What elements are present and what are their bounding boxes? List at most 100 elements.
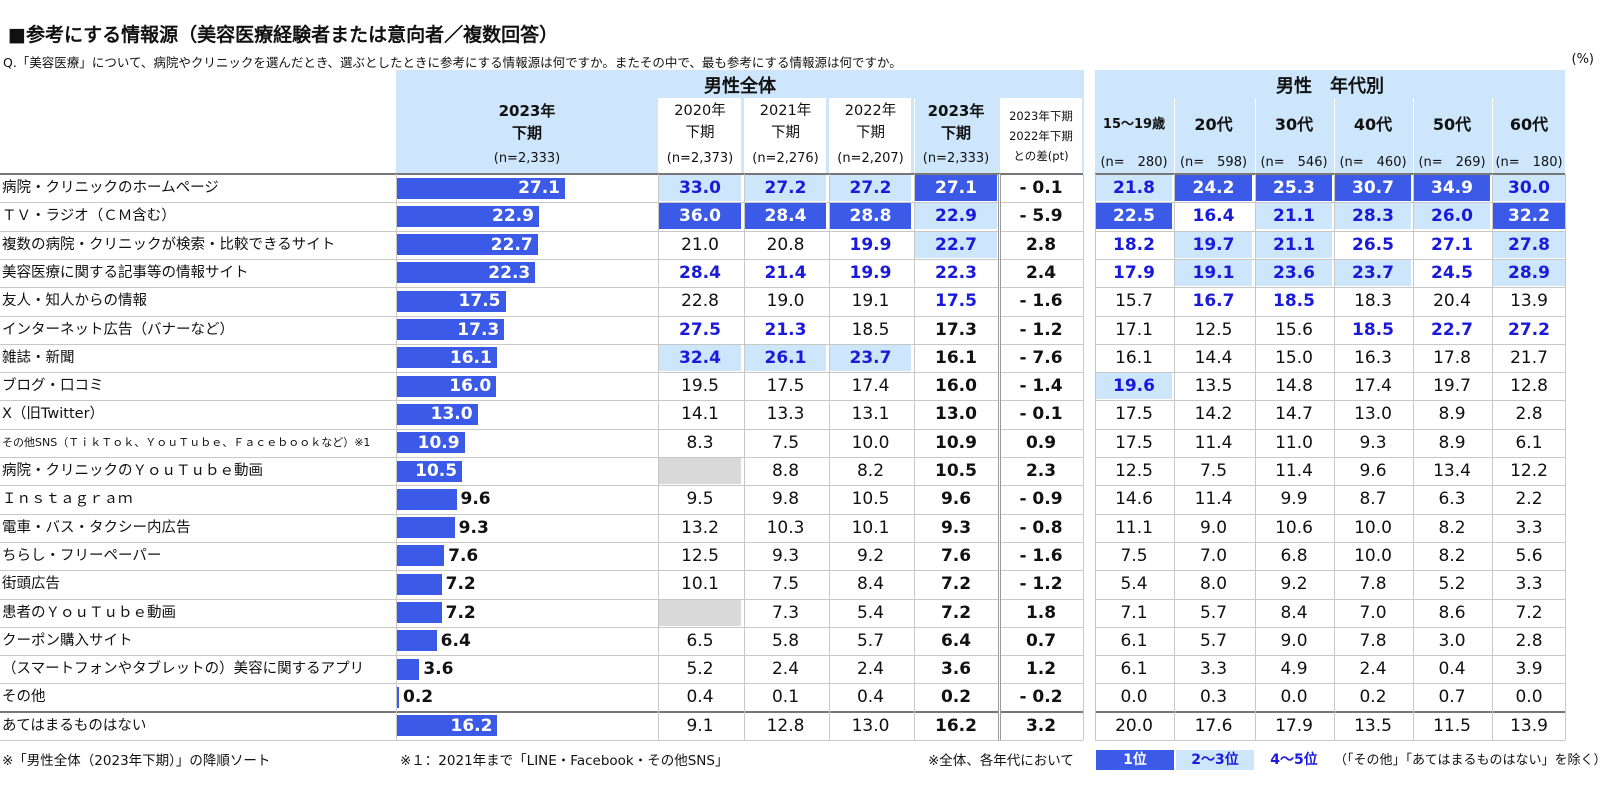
period-value-cell: 10.9 [935, 432, 977, 453]
period-header-line2: 下期 [856, 125, 885, 141]
age-value-cell: 10.0 [1354, 545, 1392, 566]
age-value-cell: 28.3 [1335, 203, 1411, 230]
age-value-cell: 16.1 [1115, 347, 1153, 368]
period-value-cell: 10.1 [851, 517, 890, 538]
diff-header-line1: 2023年下期 [1009, 109, 1073, 123]
bar [397, 262, 536, 284]
period-value-cell: 21.4 [764, 262, 807, 283]
age-value-cell: 13.5 [1194, 376, 1233, 397]
survey-question: Q.「美容医療」について、病院やクリニックを選んだとき、選ぶとしたときに参考にす… [3, 55, 902, 70]
row-divider [1095, 711, 1565, 713]
row-divider [1095, 740, 1565, 741]
row-divider [1095, 485, 1565, 486]
period-value-cell: 19.1 [851, 291, 890, 312]
age-value-cell: 24.5 [1431, 262, 1473, 283]
diff-value-cell: 0.7 [1025, 630, 1057, 651]
col-divider [396, 174, 397, 740]
col-divider [1083, 174, 1084, 740]
age-value-cell: 13.5 [1354, 715, 1392, 736]
header-col-divider [1413, 98, 1414, 173]
footer-note2: ※全体、各年代において [928, 753, 1074, 769]
bar-col-header-line1: 2023年 [498, 102, 556, 120]
bar [397, 658, 420, 680]
period-value-cell: 9.2 [856, 545, 885, 566]
period-value-cell: 6.5 [686, 630, 714, 651]
period-value-cell: 19.5 [681, 376, 719, 397]
row-divider [1095, 683, 1565, 684]
period-value-cell: 12.8 [766, 715, 805, 736]
age-value-cell: 24.2 [1175, 175, 1252, 201]
period-value-cell: 32.4 [659, 344, 741, 371]
period-value-cell: 13.2 [681, 517, 719, 538]
period-value-cell: 21.3 [764, 319, 807, 340]
row-divider [0, 514, 1083, 515]
age-value-cell: 11.5 [1433, 715, 1471, 736]
row-label: 電車・バス・タクシー内広告 [2, 519, 191, 536]
footer-sort-note: ※「男性全体（2023年下期）」の降順ソート [2, 753, 271, 769]
period-value-cell: 19.9 [849, 234, 892, 255]
age-value-cell: 14.8 [1275, 376, 1313, 397]
age-value-cell: 11.0 [1275, 432, 1313, 453]
row-divider [0, 599, 1083, 600]
age-value-cell: 0.2 [1359, 687, 1387, 708]
period-value-cell: 9.5 [686, 489, 714, 510]
age-value-cell: 6.1 [1515, 432, 1543, 453]
period-header-n: (n=2,373) [666, 151, 734, 166]
row-divider [1095, 344, 1565, 345]
period-value-cell: 13.0 [851, 715, 890, 736]
col-divider [1095, 174, 1096, 740]
row-divider [1095, 429, 1565, 430]
row-divider [1095, 287, 1565, 288]
period-value-cell: 17.4 [851, 376, 890, 397]
age-value-cell: 26.0 [1414, 203, 1490, 230]
bar-value-label: 7.2 [445, 574, 476, 595]
row-label: 複数の病院・クリニックが検索・比較できるサイト [2, 236, 336, 253]
bar [397, 460, 463, 482]
age-value-cell: 7.0 [1359, 602, 1387, 623]
age-header-label: 20代 [1194, 115, 1233, 134]
row-divider [1095, 231, 1565, 232]
period-value-cell: 5.7 [856, 630, 885, 651]
period-value-cell: 13.0 [935, 404, 977, 425]
header-col-divider [744, 98, 745, 173]
age-value-cell: 21.8 [1096, 175, 1172, 201]
footer-note1: ※１：2021年まで「LINE・Facebook・その他SNS」 [400, 753, 729, 769]
unit-label: (%) [1571, 52, 1595, 67]
bar-col-header-n: (n=2,333) [493, 151, 561, 166]
age-value-cell: 5.7 [1199, 602, 1228, 623]
period-value-cell: 22.9 [915, 203, 997, 230]
period-value-cell: 13.1 [851, 404, 890, 425]
age-value-cell: 8.2 [1438, 517, 1466, 538]
age-value-cell: 5.2 [1438, 574, 1466, 595]
diff-value-cell: - 0.1 [1019, 404, 1063, 425]
period-value-cell: 22.8 [681, 291, 719, 312]
bar [397, 630, 437, 652]
age-value-cell: 9.0 [1280, 630, 1308, 651]
age-value-cell: 0.0 [1515, 687, 1543, 708]
bar-value-label: 7.2 [445, 602, 476, 623]
period-value-cell: 18.5 [851, 319, 890, 340]
bar-value-label: 17.3 [457, 319, 500, 340]
age-value-cell: 17.9 [1275, 715, 1313, 736]
age-value-cell: 23.7 [1335, 259, 1411, 286]
row-label: 雑誌・新聞 [2, 349, 75, 366]
row-label: クーポン購入サイト [2, 632, 133, 649]
bar [397, 375, 497, 397]
row-label: 病院・クリニックのＹｏｕＴｕｂｅ動画 [2, 463, 263, 479]
age-value-cell: 3.9 [1515, 659, 1543, 680]
age-value-cell: 2.8 [1515, 630, 1543, 651]
bar-value-label: 9.3 [458, 517, 489, 538]
bar-value-label: 10.9 [417, 432, 460, 453]
legend-rank1: 1位 [1096, 750, 1174, 770]
age-value-cell: 8.0 [1199, 574, 1228, 595]
age-value-cell: 18.5 [1352, 319, 1394, 340]
period-value-cell: 36.0 [659, 203, 741, 230]
diff-value-cell: - 0.1 [1019, 178, 1063, 198]
period-value-cell: 5.2 [686, 659, 714, 680]
bar [397, 347, 497, 369]
period-header-line2: 下期 [940, 124, 971, 142]
row-label: あてはまるものはない [2, 717, 147, 734]
period-value-cell: 26.1 [745, 344, 826, 371]
diff-value-cell: 1.8 [1025, 602, 1057, 623]
bar [397, 319, 505, 340]
